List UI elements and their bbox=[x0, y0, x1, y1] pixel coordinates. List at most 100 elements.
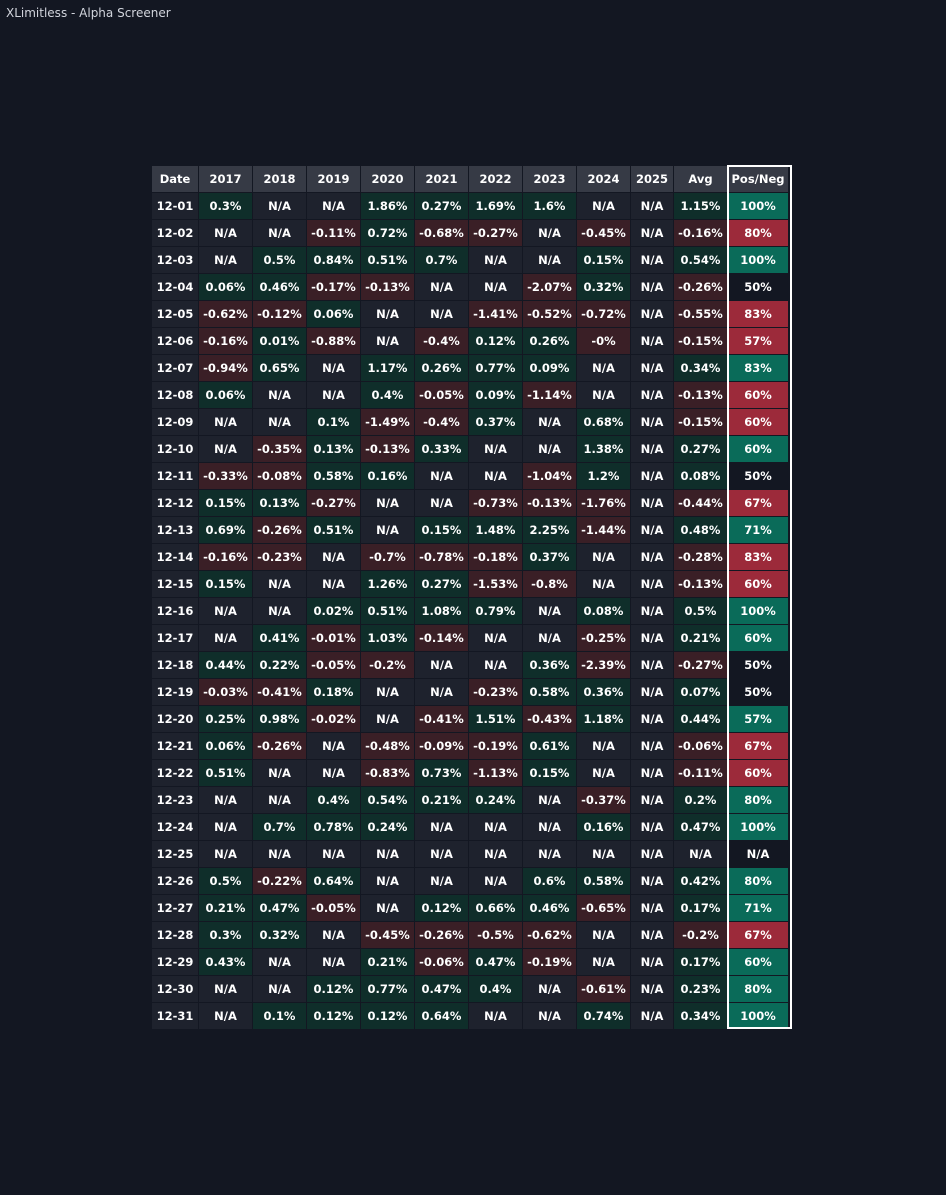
return-cell: N/A bbox=[253, 409, 306, 435]
return-cell: N/A bbox=[415, 868, 468, 894]
return-cell: -0.65% bbox=[577, 895, 630, 921]
column-header-2023: 2023 bbox=[523, 166, 576, 192]
return-cell: 0.13% bbox=[307, 436, 360, 462]
return-cell: -1.41% bbox=[469, 301, 522, 327]
return-cell: 0.06% bbox=[307, 301, 360, 327]
avg-cell: -0.13% bbox=[674, 382, 727, 408]
date-cell: 12-19 bbox=[152, 679, 198, 705]
column-header-2021: 2021 bbox=[415, 166, 468, 192]
return-cell: -0.73% bbox=[469, 490, 522, 516]
return-cell: N/A bbox=[631, 517, 673, 543]
return-cell: N/A bbox=[631, 868, 673, 894]
return-cell: -2.07% bbox=[523, 274, 576, 300]
table-row: 12-02 N/A N/A -0.11% 0.72% -0.68% -0.27% N/A -0.… bbox=[152, 220, 788, 246]
return-cell: -0.83% bbox=[361, 760, 414, 786]
pos-neg-cell: 50% bbox=[728, 679, 788, 705]
return-cell: -0.4% bbox=[415, 328, 468, 354]
return-cell: N/A bbox=[199, 598, 252, 624]
pos-neg-cell: 60% bbox=[728, 571, 788, 597]
return-cell: 0.66% bbox=[469, 895, 522, 921]
table-row: 12-16 N/A N/A 0.02% 0.51% 1.08% 0.79% N/A 0.08% N… bbox=[152, 598, 788, 624]
return-cell: N/A bbox=[631, 895, 673, 921]
return-cell: 0.47% bbox=[253, 895, 306, 921]
date-cell: 12-17 bbox=[152, 625, 198, 651]
return-cell: N/A bbox=[631, 976, 673, 1002]
return-cell: N/A bbox=[469, 436, 522, 462]
return-cell: N/A bbox=[631, 814, 673, 840]
return-cell: N/A bbox=[523, 814, 576, 840]
return-cell: 0.72% bbox=[361, 220, 414, 246]
return-cell: 0.21% bbox=[199, 895, 252, 921]
return-cell: 0.51% bbox=[361, 598, 414, 624]
avg-cell: -0.27% bbox=[674, 652, 727, 678]
return-cell: -0.02% bbox=[307, 706, 360, 732]
return-cell: -0.13% bbox=[361, 274, 414, 300]
pos-neg-cell: 80% bbox=[728, 787, 788, 813]
column-header-2024: 2024 bbox=[577, 166, 630, 192]
date-cell: 12-22 bbox=[152, 760, 198, 786]
return-cell: 0.01% bbox=[253, 328, 306, 354]
table-row: 12-04 0.06% 0.46% -0.17% -0.13% N/A N/A -2.07% 0… bbox=[152, 274, 788, 300]
pos-neg-cell: 83% bbox=[728, 544, 788, 570]
avg-cell: 0.17% bbox=[674, 895, 727, 921]
table-row: 12-29 0.43% N/A N/A 0.21% -0.06% 0.47% -0.19% N/… bbox=[152, 949, 788, 975]
return-cell: 0.65% bbox=[253, 355, 306, 381]
return-cell: 0.15% bbox=[577, 247, 630, 273]
return-cell: N/A bbox=[361, 706, 414, 732]
return-cell: -0.4% bbox=[415, 409, 468, 435]
pos-neg-cell: 100% bbox=[728, 193, 788, 219]
return-cell: N/A bbox=[523, 1003, 576, 1029]
table-row: 12-11 -0.33% -0.08% 0.58% 0.16% N/A N/A -1.04% 1… bbox=[152, 463, 788, 489]
return-cell: -0.09% bbox=[415, 733, 468, 759]
return-cell: N/A bbox=[469, 652, 522, 678]
return-cell: 0.79% bbox=[469, 598, 522, 624]
pos-neg-cell: 57% bbox=[728, 706, 788, 732]
pos-neg-cell: 50% bbox=[728, 652, 788, 678]
return-cell: N/A bbox=[631, 490, 673, 516]
table-row: 12-05 -0.62% -0.12% 0.06% N/A N/A -1.41% -0.52%… bbox=[152, 301, 788, 327]
return-cell: -0.22% bbox=[253, 868, 306, 894]
return-cell: N/A bbox=[631, 679, 673, 705]
avg-cell: 0.17% bbox=[674, 949, 727, 975]
return-cell: N/A bbox=[307, 733, 360, 759]
return-cell: N/A bbox=[631, 760, 673, 786]
return-cell: -1.53% bbox=[469, 571, 522, 597]
table-body: 12-01 0.3% N/A N/A 1.86% 0.27% 1.69% 1.6% N/A N/A… bbox=[152, 193, 788, 1029]
return-cell: -0.12% bbox=[253, 301, 306, 327]
return-cell: -0.23% bbox=[469, 679, 522, 705]
return-cell: 1.6% bbox=[523, 193, 576, 219]
return-cell: -0.16% bbox=[199, 328, 252, 354]
return-cell: 0.6% bbox=[523, 868, 576, 894]
return-cell: N/A bbox=[253, 598, 306, 624]
table-row: 12-18 0.44% 0.22% -0.05% -0.2% N/A N/A 0.36% -2.… bbox=[152, 652, 788, 678]
column-header-2022: 2022 bbox=[469, 166, 522, 192]
return-cell: -2.39% bbox=[577, 652, 630, 678]
return-cell: 0.78% bbox=[307, 814, 360, 840]
return-cell: -0.2% bbox=[361, 652, 414, 678]
return-cell: N/A bbox=[577, 571, 630, 597]
return-cell: 0.27% bbox=[415, 571, 468, 597]
column-header-2018: 2018 bbox=[253, 166, 306, 192]
window-title: XLimitless - Alpha Screener bbox=[6, 6, 171, 20]
return-cell: N/A bbox=[361, 301, 414, 327]
return-cell: 0.06% bbox=[199, 733, 252, 759]
return-cell: -0.13% bbox=[523, 490, 576, 516]
return-cell: N/A bbox=[577, 922, 630, 948]
return-cell: -0.25% bbox=[577, 625, 630, 651]
return-cell: N/A bbox=[631, 706, 673, 732]
return-cell: 0.47% bbox=[415, 976, 468, 1002]
return-cell: -0.78% bbox=[415, 544, 468, 570]
table-row: 12-20 0.25% 0.98% -0.02% N/A -0.41% 1.51% -0.43… bbox=[152, 706, 788, 732]
return-cell: -0.14% bbox=[415, 625, 468, 651]
return-cell: 0.09% bbox=[523, 355, 576, 381]
return-cell: 0.3% bbox=[199, 922, 252, 948]
return-cell: N/A bbox=[361, 841, 414, 867]
return-cell: N/A bbox=[577, 355, 630, 381]
return-cell: -0.03% bbox=[199, 679, 252, 705]
return-cell: -0.26% bbox=[253, 733, 306, 759]
return-cell: 1.08% bbox=[415, 598, 468, 624]
date-cell: 12-28 bbox=[152, 922, 198, 948]
return-cell: 0.7% bbox=[253, 814, 306, 840]
return-cell: 0.36% bbox=[577, 679, 630, 705]
return-cell: N/A bbox=[307, 355, 360, 381]
